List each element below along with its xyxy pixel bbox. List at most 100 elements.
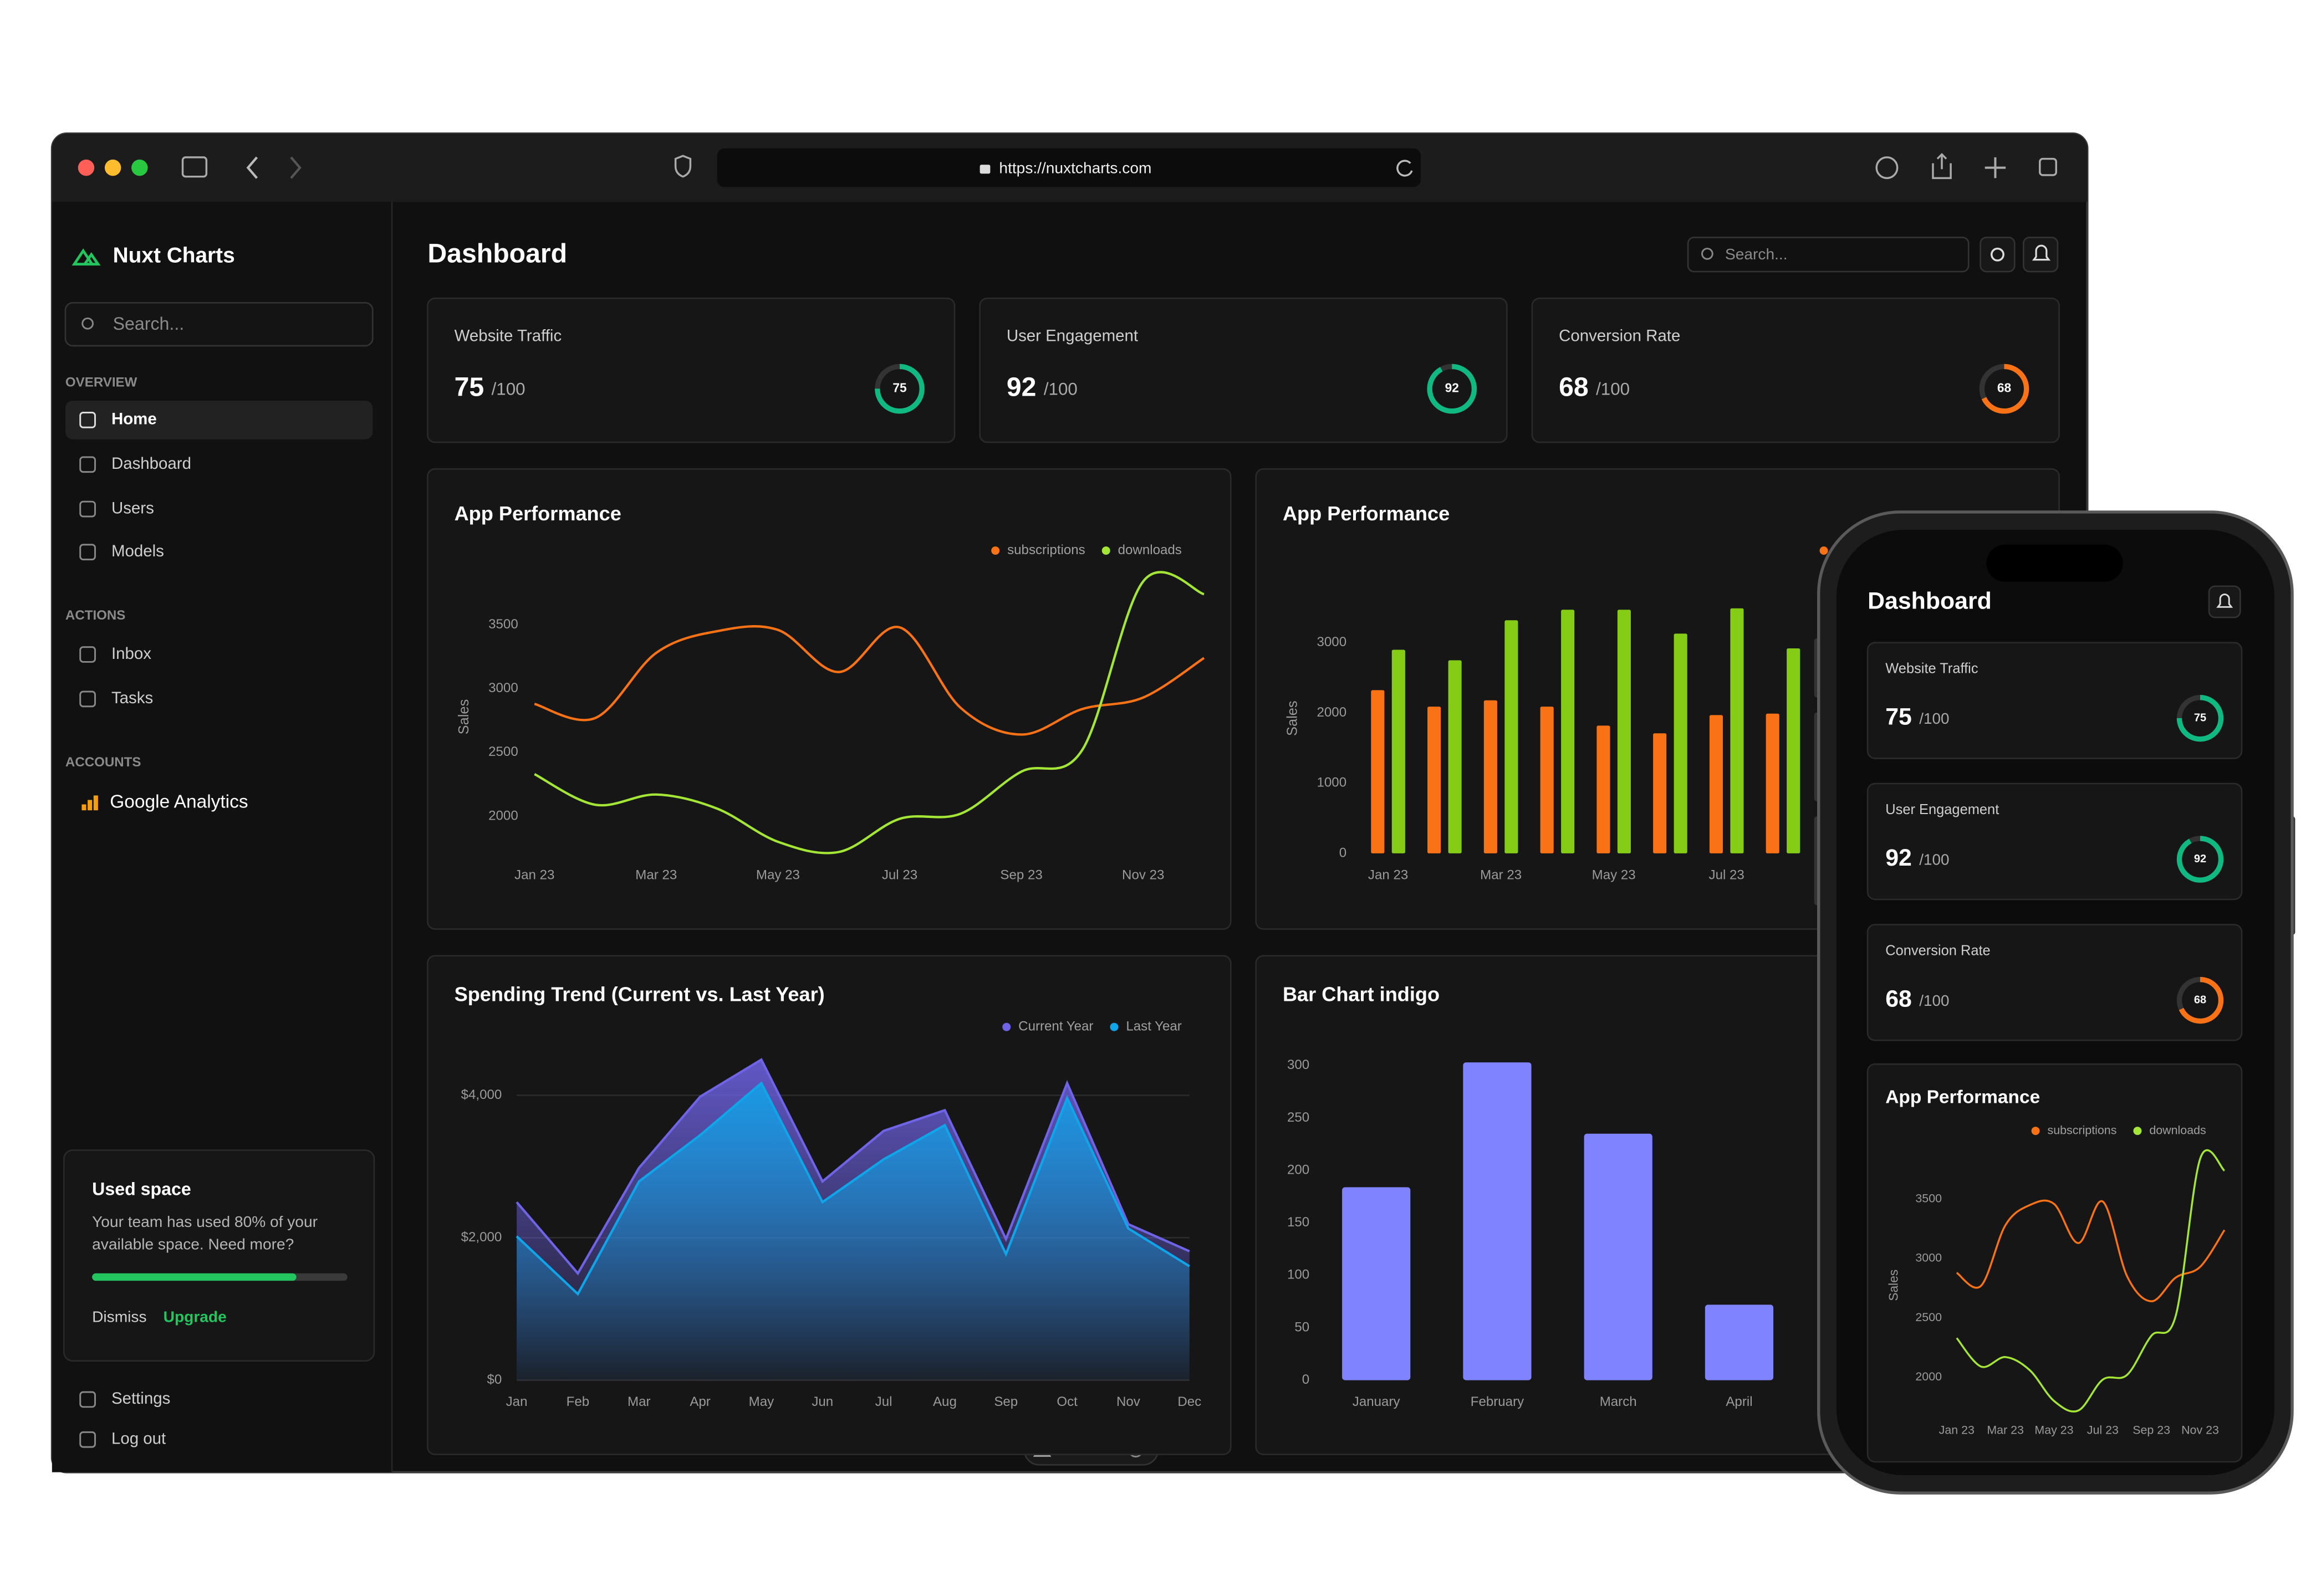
bar [1584,1133,1652,1380]
nav-item[interactable]: Inbox [111,644,151,663]
y-tick-label: 2000 [1317,705,1347,720]
kpi-label: Conversion Rate [1885,943,1990,958]
legend-dot [2031,1127,2040,1135]
line [534,625,1205,736]
chart-title: App Performance [455,502,621,525]
legend-label: downloads [2149,1123,2206,1137]
x-tick-label: Jun [812,1394,833,1409]
phone: Dashboard15msWebsite Traffic75/10075User… [1814,510,2295,1495]
bell-icon [2032,244,2051,261]
line [1956,1149,2226,1413]
active-nav-bg [65,401,373,439]
privacy-icon[interactable] [674,155,692,178]
share-button[interactable] [1932,153,1952,180]
settings-button[interactable] [1980,237,2016,273]
close-button[interactable] [78,159,95,176]
bar [1709,715,1723,853]
ring-arc [875,364,925,414]
legend-dot [1101,546,1110,555]
area-line [516,1081,1190,1296]
x-tick-label: Jan 23 [1368,867,1408,882]
x-tick-label: Sep 23 [2133,1423,2170,1436]
kpi-label: User Engagement [1885,802,1999,817]
x-tick-label: Nov 23 [2181,1423,2219,1436]
y-tick-label: 0 [1339,845,1346,860]
y-tick-label: 3000 [488,681,518,695]
x-tick-label: Jul 23 [2087,1423,2119,1436]
nav-icon [79,456,96,473]
line [534,571,1205,855]
x-tick-label: Sep 23 [1000,867,1042,882]
x-tick-label: May [749,1394,774,1409]
footer-item[interactable]: Settings [111,1389,170,1408]
area-line [516,1058,1190,1276]
bar [1448,660,1462,853]
ring-label: 68 [2194,994,2206,1006]
analytics-icon [88,800,93,811]
search-icon [1701,248,1713,260]
settings-icon [1990,247,2004,262]
minimize-button[interactable] [104,159,121,176]
x-tick-label: Jul 23 [1709,867,1744,882]
maximize-button[interactable] [131,159,148,176]
kpi-label: User Engagement [1007,327,1138,345]
y-tick-label: 3000 [1915,1251,1942,1265]
bar [1342,1187,1411,1380]
nav-item[interactable]: Tasks [111,689,153,707]
nav-item[interactable]: Users [111,499,154,517]
kpi-max: /100 [1919,710,1949,727]
ring-arc [1427,364,1477,414]
section-title: ACTIONS [65,608,125,623]
dismiss-button[interactable]: Dismiss [92,1308,146,1326]
sidebar-search[interactable] [64,301,374,347]
url-bar[interactable] [717,148,1421,187]
nav-icon [79,544,96,561]
tabs-button[interactable] [2039,157,2057,176]
y-tick-label: 3500 [1915,1192,1942,1205]
bar [1391,649,1405,853]
legend-dot [1002,1022,1011,1031]
phone-bell-button[interactable] [2208,585,2241,618]
legend-label: subscriptions [2048,1123,2117,1137]
nav-item[interactable]: Dashboard [111,454,191,473]
legend-dot [991,546,1000,555]
nav-item[interactable]: Google Analytics [110,792,248,812]
ring-arc [2176,695,2224,742]
y-tick-label: 2000 [488,808,518,823]
nav-icon [79,1391,96,1408]
legend-dot [1110,1022,1119,1031]
y-tick-label: 1000 [1317,775,1347,790]
kpi-max: /100 [1596,380,1630,399]
x-tick-label: March [1600,1394,1637,1409]
sidebar-toggle[interactable] [181,156,208,178]
kpi-card [1866,642,2243,759]
progress-bar [92,1273,297,1281]
ring-label: 68 [1997,381,2011,395]
y-tick-label: 3500 [488,617,518,632]
notifications-button[interactable] [2022,237,2059,273]
nav-item[interactable]: Home [111,410,157,428]
x-tick-label: Apr [690,1394,711,1409]
ring-arc [2176,976,2224,1024]
kpi-max: /100 [1919,992,1949,1009]
back-button[interactable] [246,156,258,179]
bar [1427,707,1441,853]
header-search[interactable] [1687,237,1970,273]
analytics-icon [81,804,86,811]
upgrade-button[interactable]: Upgrade [164,1308,227,1326]
bar [1483,700,1497,853]
reload-button[interactable] [1396,160,1413,177]
section-title: OVERVIEW [65,375,137,390]
downloads-button[interactable] [1875,156,1899,180]
analytics-icon [93,795,98,811]
dynamic-island [1986,544,2123,582]
y-tick-label: 50 [1294,1319,1309,1334]
new-tab-button[interactable] [1985,157,2006,178]
nav-item[interactable]: Models [111,542,164,560]
kpi-max: /100 [1044,380,1078,399]
footer-item[interactable]: Log out [111,1430,166,1448]
forward-button[interactable] [290,156,302,179]
page-title: Dashboard [427,238,567,268]
x-tick-label: Mar 23 [635,867,677,882]
